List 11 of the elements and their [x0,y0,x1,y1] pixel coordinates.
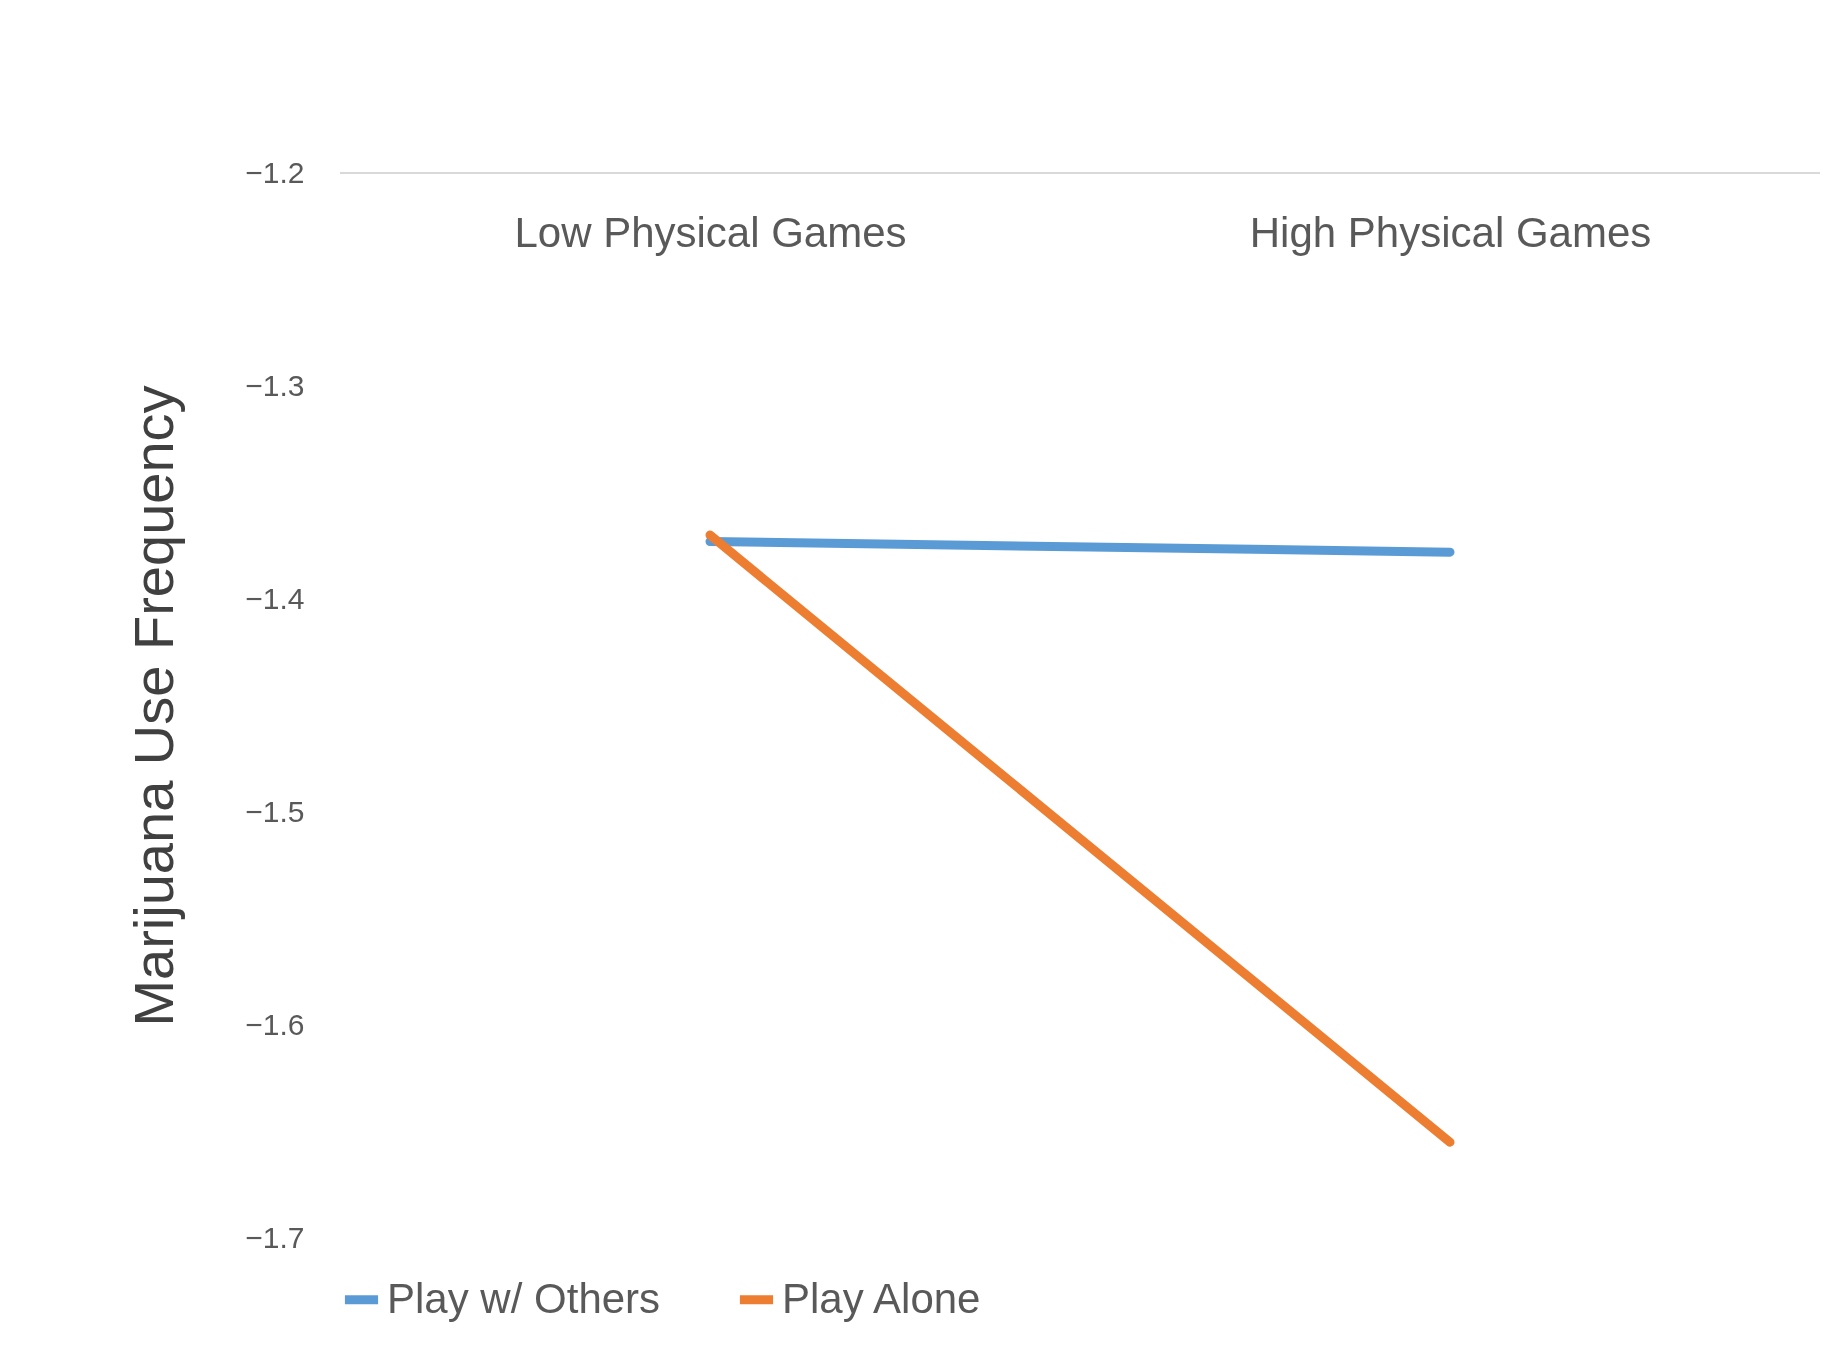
y-tick-label: −1.3 [245,368,305,402]
y-tick-label: −1.7 [245,1220,305,1254]
legend-label: Play Alone [782,1274,981,1322]
x-tick-label: Low Physical Games [514,208,907,256]
y-tick-label: −1.6 [245,1007,305,1041]
x-tick-label: High Physical Games [1249,208,1652,256]
y-axis-title: Marijuana Use Frequency [122,385,186,1027]
y-tick-label: −1.4 [245,581,305,615]
y-tick-label: −1.2 [245,155,305,189]
y-tick-label: −1.5 [245,794,305,828]
legend-label: Play w/ Others [387,1274,661,1322]
